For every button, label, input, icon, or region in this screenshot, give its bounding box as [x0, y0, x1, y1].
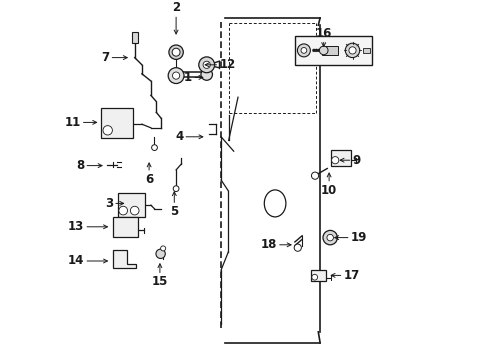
Circle shape [348, 47, 355, 54]
Circle shape [201, 69, 212, 80]
Circle shape [199, 57, 214, 73]
Bar [132, 32, 137, 43]
Circle shape [297, 44, 310, 57]
Circle shape [173, 186, 179, 192]
Circle shape [172, 72, 179, 79]
Bar [101, 108, 133, 138]
Text: 11: 11 [64, 116, 81, 129]
Bar [294, 36, 371, 65]
Text: 16: 16 [315, 27, 331, 40]
Text: 1: 1 [184, 71, 192, 84]
Circle shape [168, 68, 183, 84]
Circle shape [345, 43, 359, 58]
Text: 10: 10 [320, 184, 337, 197]
Text: 6: 6 [144, 173, 153, 186]
Circle shape [156, 249, 165, 258]
Circle shape [172, 48, 180, 56]
Circle shape [314, 49, 317, 52]
Text: 4: 4 [175, 130, 183, 143]
Bar [118, 193, 144, 217]
Circle shape [103, 126, 112, 135]
Circle shape [331, 157, 338, 164]
Circle shape [317, 49, 320, 52]
Text: 17: 17 [343, 269, 359, 282]
Circle shape [168, 45, 183, 59]
Text: 19: 19 [350, 231, 366, 244]
Bar [330, 150, 350, 166]
Circle shape [294, 244, 301, 251]
Circle shape [319, 46, 327, 55]
Polygon shape [113, 250, 136, 268]
Bar [321, 46, 337, 55]
Circle shape [160, 246, 165, 251]
Circle shape [311, 274, 317, 280]
Text: 12: 12 [219, 58, 235, 71]
Circle shape [301, 48, 306, 53]
Text: 2: 2 [172, 1, 180, 14]
Text: 15: 15 [151, 275, 168, 288]
Circle shape [151, 145, 157, 150]
Text: 18: 18 [260, 238, 276, 251]
Text: 13: 13 [68, 220, 84, 233]
Circle shape [119, 206, 127, 215]
Text: 3: 3 [105, 197, 113, 210]
Bar [310, 270, 325, 281]
Circle shape [311, 172, 318, 179]
Circle shape [130, 206, 139, 215]
Text: 7: 7 [101, 51, 109, 64]
Text: 8: 8 [76, 159, 84, 172]
Circle shape [322, 230, 337, 245]
Text: 5: 5 [170, 205, 178, 218]
Circle shape [203, 61, 210, 68]
Circle shape [326, 234, 333, 241]
Bar [113, 217, 138, 237]
Text: 14: 14 [68, 255, 84, 267]
Text: 9: 9 [352, 154, 360, 167]
Circle shape [312, 49, 315, 52]
Bar [363, 48, 370, 53]
